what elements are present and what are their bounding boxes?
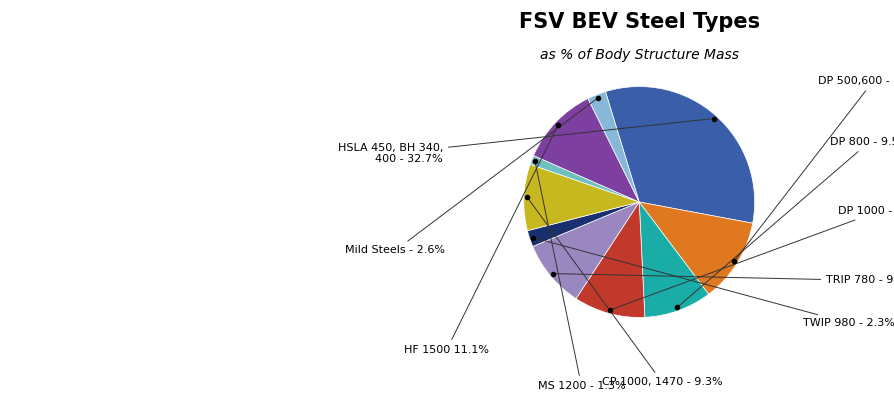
Text: as % of Body Structure Mass: as % of Body Structure Mass [540, 48, 738, 63]
Text: DP 1000 - 10%: DP 1000 - 10% [612, 206, 894, 309]
Wedge shape [527, 202, 639, 246]
Wedge shape [588, 92, 639, 202]
Text: MS 1200 - 1.3%: MS 1200 - 1.3% [536, 164, 625, 391]
Text: FSV BEV Steel Types: FSV BEV Steel Types [519, 12, 760, 32]
Text: TWIP 980 - 2.3%: TWIP 980 - 2.3% [536, 238, 894, 328]
Wedge shape [534, 99, 639, 202]
Wedge shape [639, 202, 753, 294]
Wedge shape [533, 202, 639, 299]
Wedge shape [524, 164, 639, 231]
Text: DP 800 - 9.5%: DP 800 - 9.5% [679, 137, 894, 305]
Text: CP 1000, 1470 - 9.3%: CP 1000, 1470 - 9.3% [529, 200, 722, 387]
Wedge shape [605, 86, 755, 223]
Text: HSLA 450, BH 340,
400 - 32.7%: HSLA 450, BH 340, 400 - 32.7% [338, 119, 711, 164]
Wedge shape [530, 156, 639, 202]
Text: Mild Steels - 2.6%: Mild Steels - 2.6% [345, 100, 595, 255]
Text: DP 500,600 - 11.8%: DP 500,600 - 11.8% [736, 76, 894, 259]
Wedge shape [576, 202, 645, 318]
Text: TRIP 780 - 9.5%: TRIP 780 - 9.5% [556, 274, 894, 286]
Wedge shape [639, 202, 709, 317]
Text: HF 1500 11.1%: HF 1500 11.1% [404, 127, 557, 355]
